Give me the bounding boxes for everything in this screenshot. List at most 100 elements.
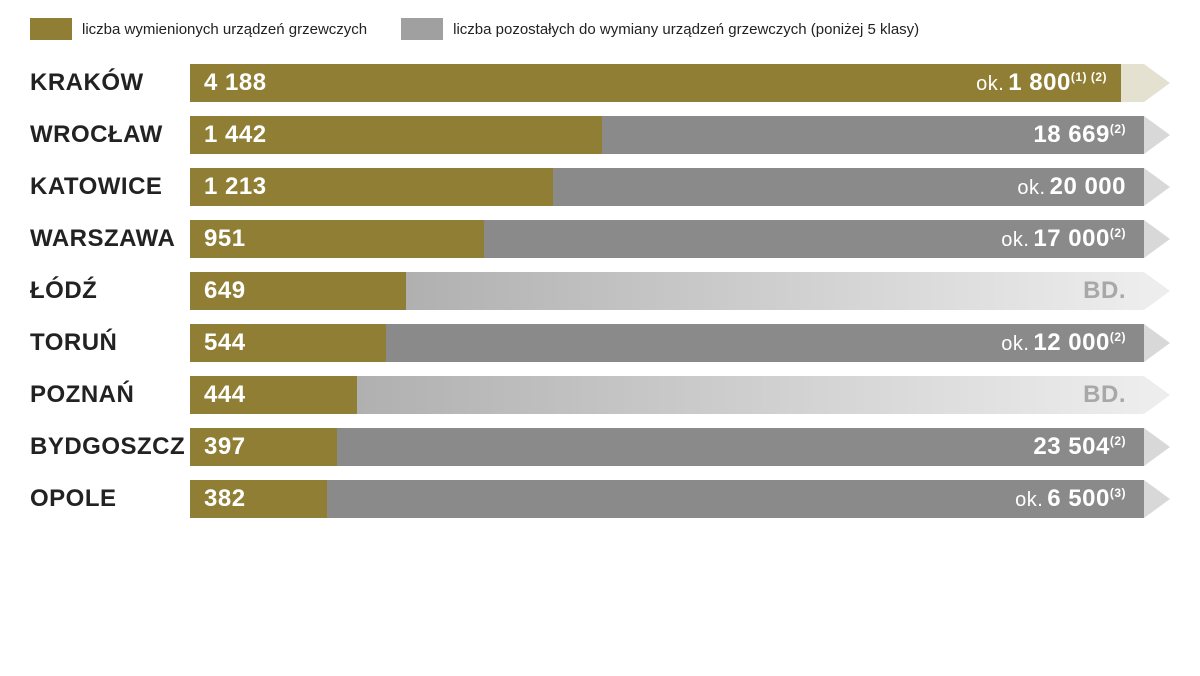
bar-series2: ok.6 500(3) bbox=[327, 480, 1144, 518]
value2-number: 23 504 bbox=[1033, 433, 1109, 460]
bar-series2-value: BD. bbox=[1083, 277, 1126, 305]
legend-label-series1: liczba wymienionych urządzeń grzewczych bbox=[82, 21, 367, 38]
city-label: ŁÓDŹ bbox=[30, 277, 190, 305]
bar-series2-value: 18 669(2) bbox=[1033, 121, 1126, 149]
chart-row: KATOWICE 1 213 ok.20 000 bbox=[30, 168, 1170, 206]
bar-series1: 649 bbox=[190, 272, 406, 310]
value2-superscript: (1) (2) bbox=[1071, 70, 1107, 84]
bar-series2: ok.12 000(2) bbox=[386, 324, 1144, 362]
bar-arrow-icon bbox=[1144, 64, 1170, 102]
value2-prefix: ok. bbox=[1017, 177, 1045, 199]
city-label: KRAKÓW bbox=[30, 69, 190, 97]
chart-row: KRAKÓW 4 188 ok.1 800(1) (2) bbox=[30, 64, 1170, 102]
city-label: TORUŃ bbox=[30, 329, 190, 357]
chart-row: ŁÓDŹ 649 BD. bbox=[30, 272, 1170, 310]
chart-row: WARSZAWA 951 ok.17 000(2) bbox=[30, 220, 1170, 258]
bar-series2: 23 504(2) bbox=[337, 428, 1144, 466]
chart-row: OPOLE 382 ok.6 500(3) bbox=[30, 480, 1170, 518]
value2-number: BD. bbox=[1083, 277, 1126, 304]
value2-superscript: (2) bbox=[1110, 226, 1126, 240]
value2-prefix: ok. bbox=[1001, 333, 1029, 355]
chart-row: BYDGOSZCZ 397 23 504(2) bbox=[30, 428, 1170, 466]
bar-wrap: 649 BD. bbox=[190, 272, 1170, 310]
bar-arrow-icon bbox=[1144, 324, 1170, 362]
bar-arrow-icon bbox=[1144, 428, 1170, 466]
bar-wrap: 4 188 ok.1 800(1) (2) bbox=[190, 64, 1170, 102]
bar-series2-value: ok.20 000 bbox=[1017, 173, 1126, 201]
value2-number: 20 000 bbox=[1050, 173, 1126, 200]
bar-series1-value: 1 213 bbox=[204, 173, 267, 201]
value2-prefix: ok. bbox=[976, 73, 1004, 95]
bar-series1-value: 382 bbox=[204, 485, 246, 513]
value2-superscript: (3) bbox=[1110, 486, 1126, 500]
value2-superscript: (2) bbox=[1110, 122, 1126, 136]
bar-series1: 544 bbox=[190, 324, 386, 362]
bar-series2-value: ok.17 000(2) bbox=[1001, 225, 1126, 253]
bar-series1-value: 649 bbox=[204, 277, 246, 305]
legend-item-series2: liczba pozostałych do wymiany urządzeń g… bbox=[401, 18, 919, 40]
chart-row: POZNAŃ 444 BD. bbox=[30, 376, 1170, 414]
bar-series1-value: 544 bbox=[204, 329, 246, 357]
bar-series2-value: ok.12 000(2) bbox=[1001, 329, 1126, 357]
bar-series2-value: ok.1 800(1) (2) bbox=[976, 69, 1107, 97]
value2-prefix: ok. bbox=[1015, 489, 1043, 511]
chart-row: TORUŃ 544 ok.12 000(2) bbox=[30, 324, 1170, 362]
value2-number: 1 800 bbox=[1008, 69, 1071, 96]
bar-series2: ok.20 000 bbox=[553, 168, 1144, 206]
value2-number: 18 669 bbox=[1033, 121, 1109, 148]
bar-wrap: 1 442 18 669(2) bbox=[190, 116, 1170, 154]
bar-arrow-icon bbox=[1144, 116, 1170, 154]
city-label: WROCŁAW bbox=[30, 121, 190, 149]
value2-number: 6 500 bbox=[1047, 485, 1110, 512]
bar-series1-value: 444 bbox=[204, 381, 246, 409]
bar-series1-value: 397 bbox=[204, 433, 246, 461]
bar-series1: 4 188 ok.1 800(1) (2) bbox=[190, 64, 1121, 102]
legend-swatch-series2 bbox=[401, 18, 443, 40]
bar-arrow-icon bbox=[1144, 272, 1170, 310]
value2-prefix: ok. bbox=[1001, 229, 1029, 251]
city-label: KATOWICE bbox=[30, 173, 190, 201]
city-label: OPOLE bbox=[30, 485, 190, 513]
value2-number: 17 000 bbox=[1033, 225, 1109, 252]
city-label: WARSZAWA bbox=[30, 225, 190, 253]
bar-series2: BD. bbox=[406, 272, 1144, 310]
legend-item-series1: liczba wymienionych urządzeń grzewczych bbox=[30, 18, 367, 40]
legend: liczba wymienionych urządzeń grzewczych … bbox=[30, 18, 1170, 40]
bar-series1: 382 bbox=[190, 480, 327, 518]
city-label: BYDGOSZCZ bbox=[30, 433, 190, 461]
legend-label-series2: liczba pozostałych do wymiany urządzeń g… bbox=[453, 21, 919, 38]
value2-number: 12 000 bbox=[1033, 329, 1109, 356]
bar-wrap: 382 ok.6 500(3) bbox=[190, 480, 1170, 518]
bar-arrow-icon bbox=[1144, 480, 1170, 518]
bar-wrap: 544 ok.12 000(2) bbox=[190, 324, 1170, 362]
bar-series2: BD. bbox=[357, 376, 1144, 414]
bar-wrap: 1 213 ok.20 000 bbox=[190, 168, 1170, 206]
value2-number: BD. bbox=[1083, 381, 1126, 408]
bar-series1: 1 213 bbox=[190, 168, 553, 206]
value2-superscript: (2) bbox=[1110, 434, 1126, 448]
bar-arrow-icon bbox=[1144, 376, 1170, 414]
bar-series1: 951 bbox=[190, 220, 484, 258]
chart-rows: KRAKÓW4 188ok.1 800(1) (2)WROCŁAW1 44218… bbox=[30, 64, 1170, 518]
city-label: POZNAŃ bbox=[30, 381, 190, 409]
bar-series1-value: 1 442 bbox=[204, 121, 267, 149]
bar-arrow-icon bbox=[1144, 220, 1170, 258]
bar-series1-value: 951 bbox=[204, 225, 246, 253]
bar-wrap: 951 ok.17 000(2) bbox=[190, 220, 1170, 258]
bar-series2-value: 23 504(2) bbox=[1033, 433, 1126, 461]
bar-arrow-icon bbox=[1144, 168, 1170, 206]
bar-wrap: 397 23 504(2) bbox=[190, 428, 1170, 466]
chart-row: WROCŁAW 1 442 18 669(2) bbox=[30, 116, 1170, 154]
bar-series1: 397 bbox=[190, 428, 337, 466]
bar-series2-value: BD. bbox=[1083, 381, 1126, 409]
legend-swatch-series1 bbox=[30, 18, 72, 40]
bar-series2: 18 669(2) bbox=[602, 116, 1144, 154]
bar-series1: 1 442 bbox=[190, 116, 602, 154]
value2-superscript: (2) bbox=[1110, 330, 1126, 344]
bar-series2-value: ok.6 500(3) bbox=[1015, 485, 1126, 513]
bar-series1: 444 bbox=[190, 376, 357, 414]
bar-series1-value: 4 188 bbox=[204, 69, 267, 97]
bar-series2: ok.17 000(2) bbox=[484, 220, 1144, 258]
bar-wrap: 444 BD. bbox=[190, 376, 1170, 414]
bar-series2 bbox=[1121, 64, 1144, 102]
